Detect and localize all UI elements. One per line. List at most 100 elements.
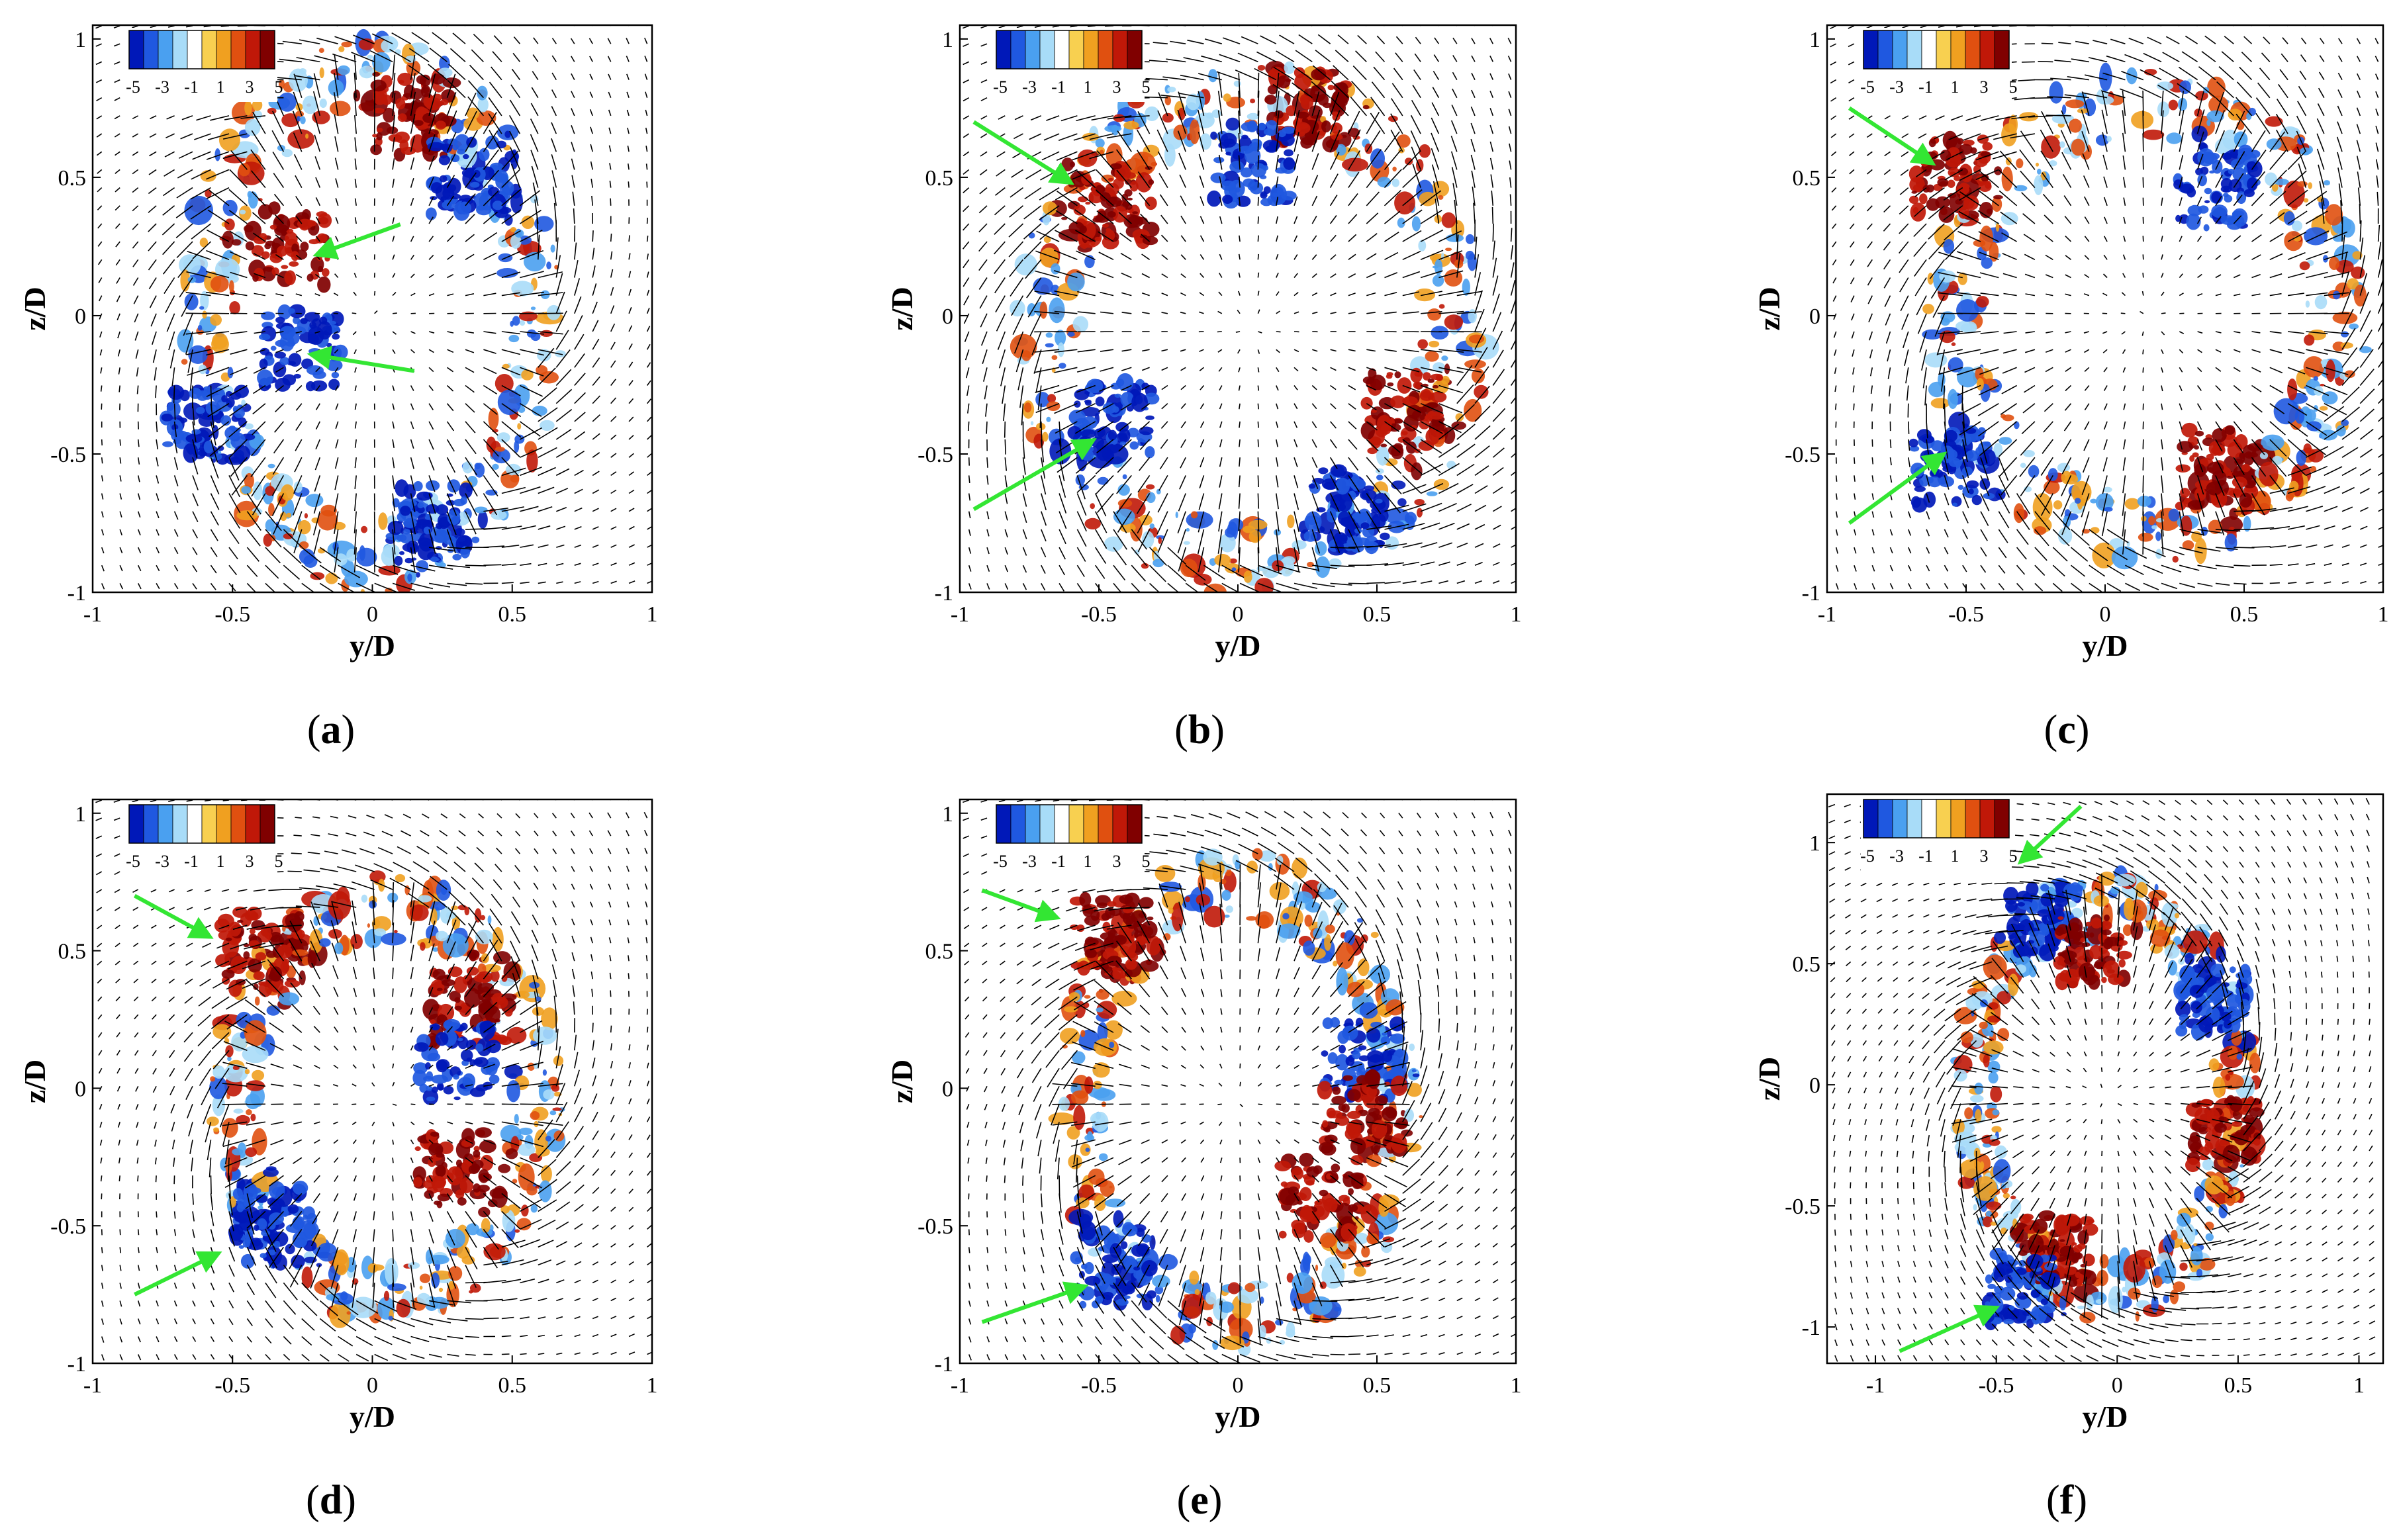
velocity-vector — [1238, 90, 1241, 116]
velocity-vector — [607, 56, 612, 62]
velocity-vector — [1959, 191, 1981, 206]
velocity-vector — [206, 271, 230, 279]
velocity-vector — [252, 212, 266, 224]
vortex-core-spot — [1368, 436, 1382, 446]
velocity-vector — [173, 547, 179, 555]
velocity-vector — [2088, 57, 2108, 63]
velocity-vector — [354, 457, 357, 469]
velocity-vector — [1835, 493, 1838, 500]
velocity-vector — [963, 97, 970, 102]
velocity-vector — [1962, 547, 1968, 555]
velocity-vector — [1025, 259, 1042, 279]
velocity-vector — [1384, 457, 1402, 475]
velocity-vector — [1157, 151, 1168, 170]
vortex-core-spot — [1127, 197, 1133, 201]
velocity-vector — [538, 544, 549, 548]
velocity-vector — [592, 320, 599, 332]
vorticity-spot — [297, 520, 311, 535]
velocity-vector — [1219, 273, 1223, 278]
velocity-vector — [1115, 149, 1132, 170]
vorticity-spot — [2104, 507, 2113, 512]
vorticity-spot — [477, 85, 488, 101]
vorticity-spot — [286, 512, 292, 518]
vorticity-spot — [302, 95, 318, 114]
velocity-vector — [275, 293, 284, 296]
velocity-vector — [1489, 124, 1494, 134]
velocity-vector — [538, 486, 555, 494]
velocity-vector — [983, 367, 988, 382]
velocity-vector — [314, 293, 320, 296]
vortex-core-spot — [1257, 122, 1266, 130]
velocity-vector — [334, 493, 339, 512]
velocity-vector — [1180, 195, 1186, 206]
vorticity-spot — [2071, 138, 2085, 156]
velocity-vector — [1944, 547, 1949, 555]
velocity-vector — [354, 198, 357, 206]
velocity-vector — [1330, 385, 1337, 390]
velocity-vector — [156, 583, 160, 590]
velocity-vector — [538, 347, 555, 368]
velocity-vector — [1384, 232, 1399, 242]
vorticity-spot — [289, 68, 308, 92]
velocity-vector — [964, 331, 970, 342]
velocity-vector — [509, 115, 521, 134]
velocity-vector — [1053, 249, 1078, 261]
velocity-vector — [335, 217, 339, 224]
velocity-vector — [1330, 547, 1356, 549]
velocity-vector — [1160, 421, 1168, 429]
velocity-vector — [1474, 308, 1485, 332]
velocity-vector — [1330, 293, 1337, 296]
velocity-vector — [410, 385, 414, 391]
velocity-vector — [162, 205, 175, 216]
vorticity-spot — [1441, 212, 1456, 228]
velocity-vector — [489, 130, 502, 152]
vortex-core-spot — [287, 331, 300, 345]
vortex-core-spot — [1914, 486, 1926, 492]
velocity-vector — [469, 64, 484, 81]
velocity-vector — [1978, 385, 1999, 396]
velocity-vector — [228, 511, 240, 529]
velocity-vector — [1885, 313, 1891, 326]
velocity-vector — [2161, 156, 2163, 170]
velocity-vector — [428, 273, 434, 279]
velocity-vector — [1832, 277, 1837, 284]
velocity-vector — [986, 583, 990, 590]
velocity-vector — [1348, 475, 1360, 492]
velocity-vector — [1043, 133, 1060, 141]
velocity-vector — [1012, 313, 1024, 336]
colorbar-swatch — [996, 30, 1012, 69]
velocity-vector — [628, 525, 635, 530]
velocity-vector — [2122, 254, 2126, 260]
velocity-vector — [1980, 529, 1988, 541]
velocity-vector — [2065, 293, 2071, 296]
vortex-core-spot — [2177, 441, 2193, 453]
velocity-vector — [493, 35, 502, 44]
vorticity-spot — [2296, 449, 2307, 466]
velocity-vector — [2045, 274, 2053, 279]
velocity-vector — [1330, 565, 1355, 568]
vorticity-spot — [2034, 175, 2044, 195]
velocity-vector — [1366, 525, 1392, 530]
velocity-vector — [2123, 421, 2126, 430]
velocity-vector — [2161, 331, 2165, 336]
vortex-core-spot — [1095, 185, 1106, 194]
vorticity-spot — [2049, 81, 2063, 104]
velocity-vector — [2063, 195, 2072, 206]
velocity-vector — [646, 217, 648, 224]
velocity-vector — [1435, 199, 1440, 224]
velocity-vector — [176, 187, 193, 199]
velocity-vector — [1474, 445, 1490, 458]
velocity-vector — [1999, 150, 2018, 170]
velocity-vector — [410, 331, 416, 334]
vortex-core-spot — [261, 311, 275, 320]
velocity-vector — [1850, 295, 1855, 302]
velocity-vector — [2161, 90, 2164, 116]
velocity-vector — [998, 115, 1006, 120]
vorticity-spot — [2194, 537, 2207, 565]
vorticity-spot — [1225, 117, 1240, 131]
velocity-vector — [2044, 385, 2053, 392]
velocity-vector — [295, 273, 303, 279]
velocity-vector — [1292, 82, 1313, 99]
vortex-core-spot — [1375, 498, 1383, 504]
velocity-vector — [608, 145, 612, 152]
